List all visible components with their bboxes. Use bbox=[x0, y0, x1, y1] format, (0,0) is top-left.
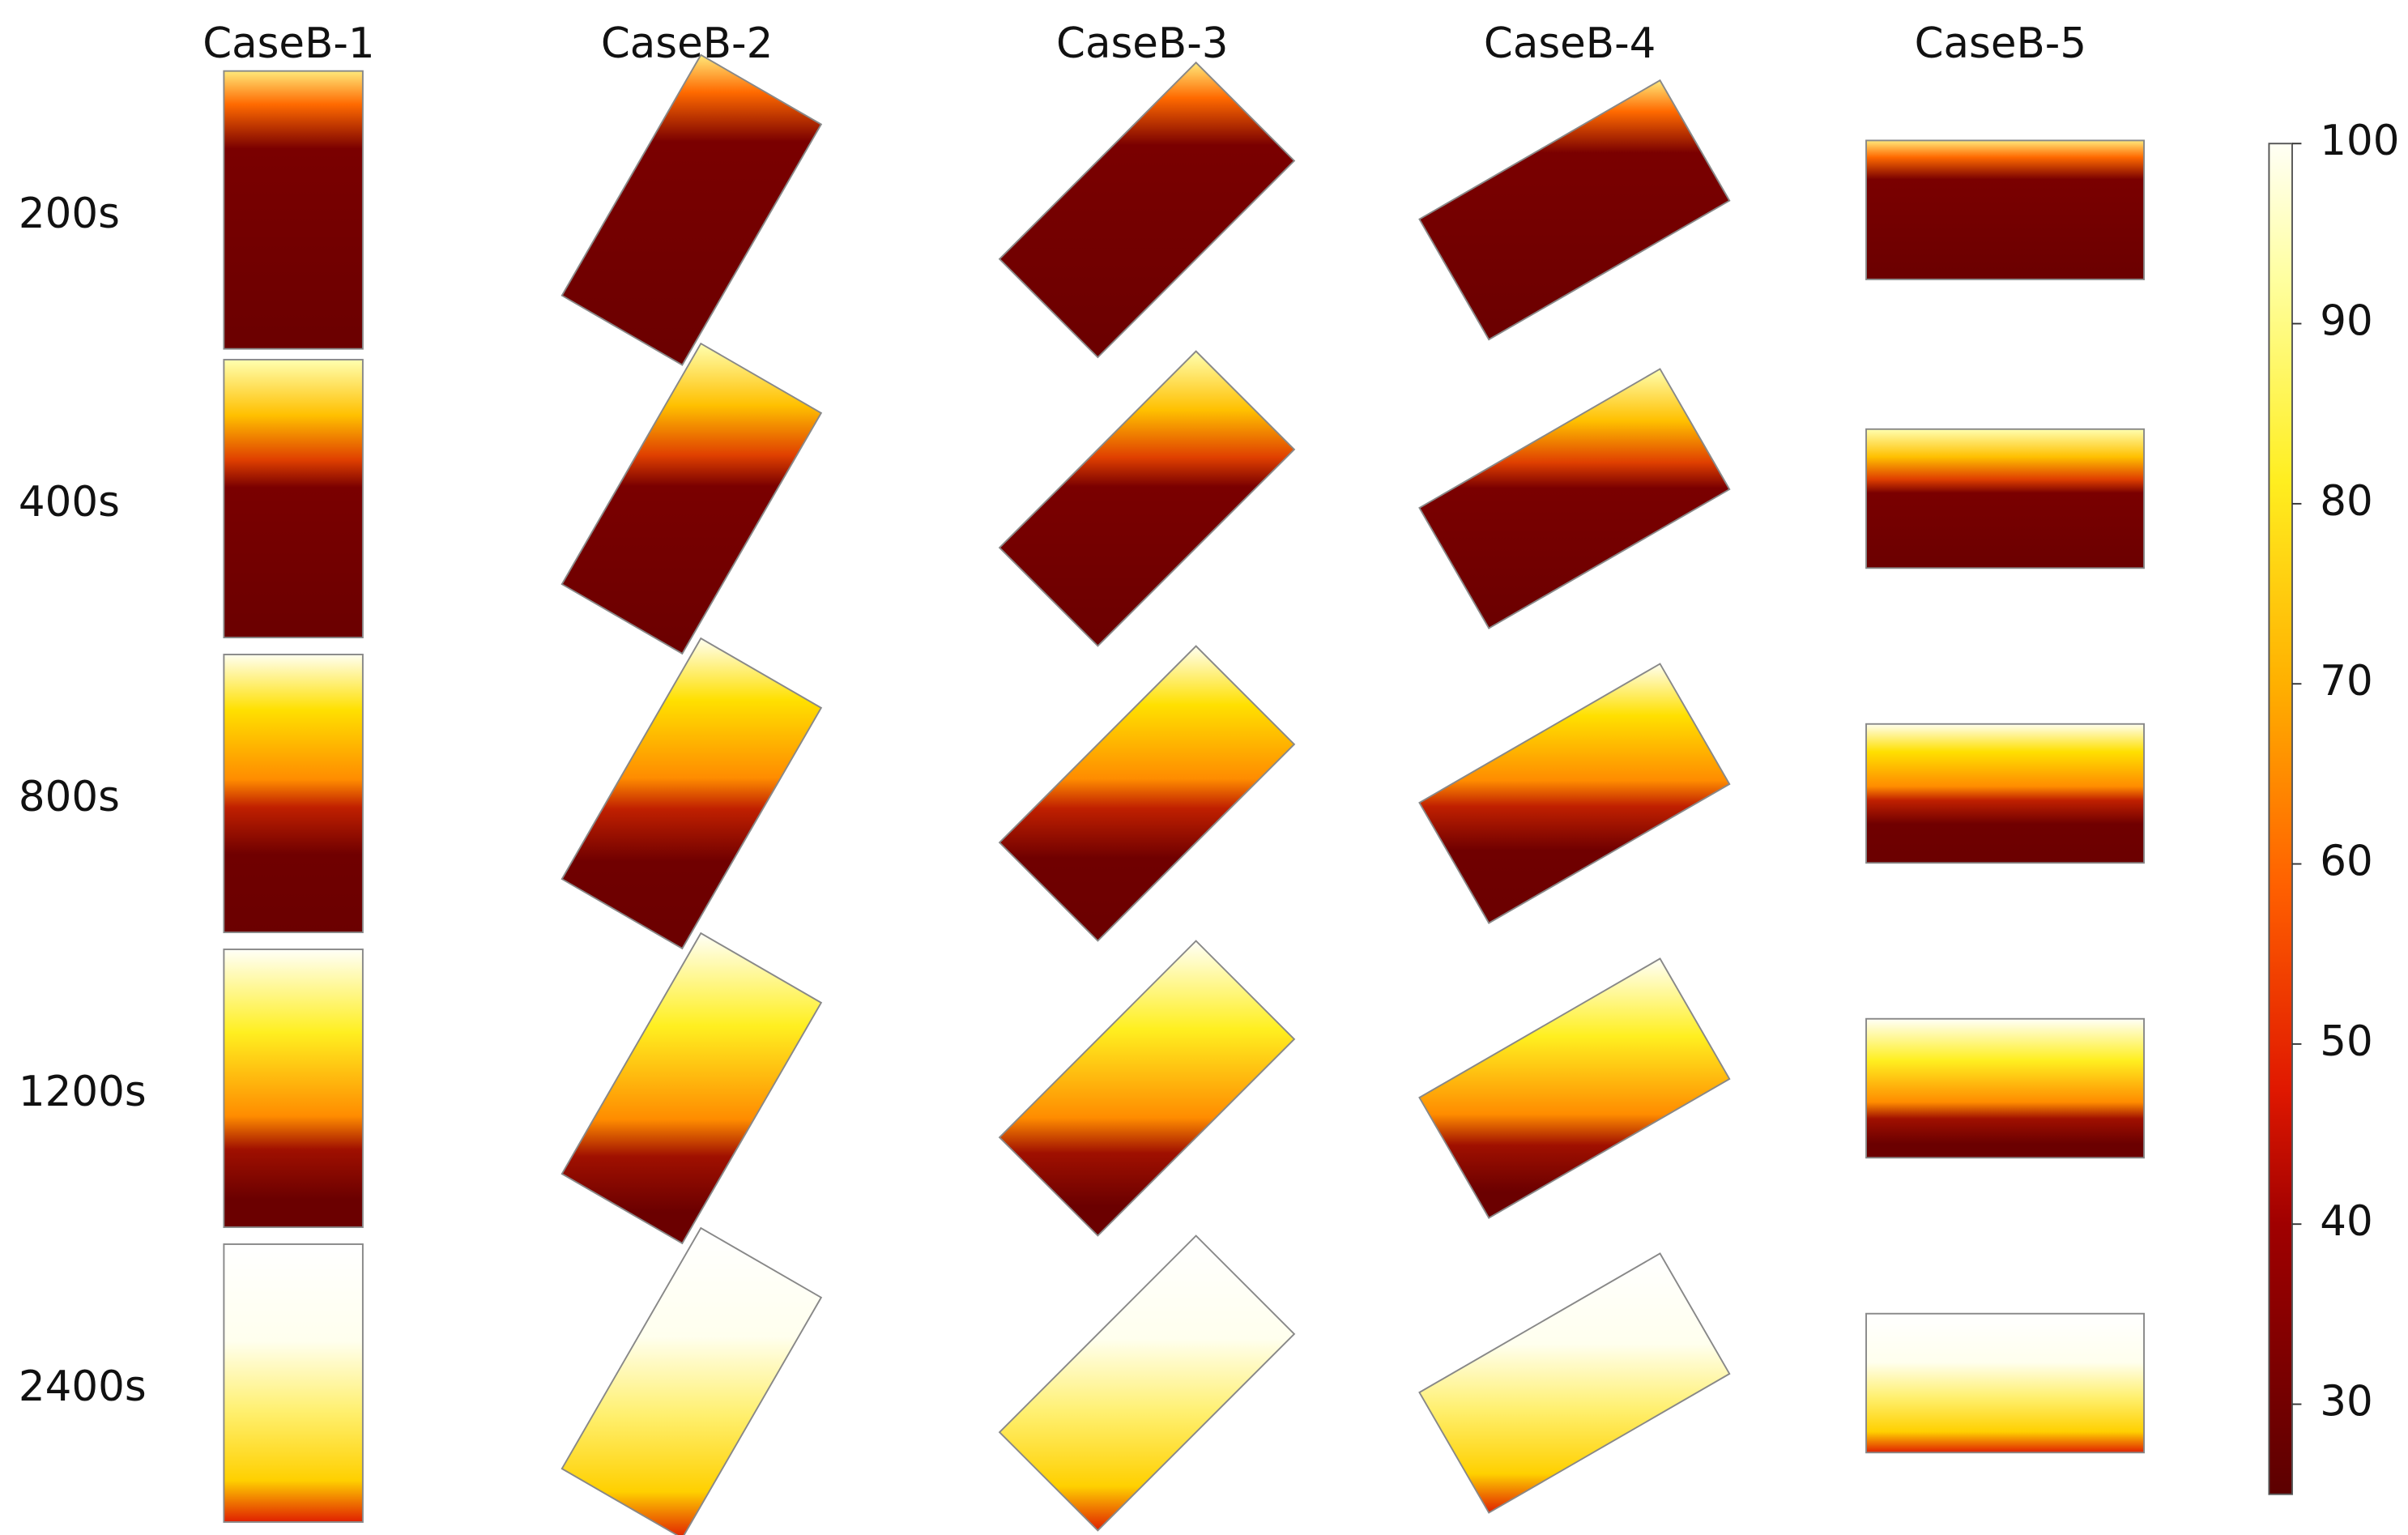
panel-border bbox=[998, 645, 1296, 942]
field-panel bbox=[224, 70, 363, 349]
field-fill bbox=[999, 646, 1294, 941]
panel-border bbox=[1865, 139, 2146, 280]
field-panel bbox=[1866, 140, 2145, 279]
column-label: CaseB-2 bbox=[601, 19, 773, 68]
colorbar-tick-label: 60 bbox=[2320, 838, 2372, 886]
column-label: CaseB-5 bbox=[1915, 19, 2086, 68]
colorbar-tick-label: 100 bbox=[2320, 117, 2399, 165]
field-fill bbox=[1866, 723, 2145, 863]
field-panel bbox=[224, 655, 363, 933]
column-label: CaseB-4 bbox=[1484, 19, 1656, 68]
field-panel bbox=[224, 949, 363, 1228]
panel-border bbox=[1418, 957, 1731, 1219]
panel-border bbox=[1865, 428, 2146, 569]
field-panel bbox=[561, 1228, 821, 1535]
panel-border bbox=[1418, 1252, 1731, 1514]
colorbar-tick-label: 30 bbox=[2320, 1378, 2372, 1426]
field-fill bbox=[1866, 140, 2145, 279]
field-panel bbox=[999, 62, 1294, 358]
panel-border bbox=[998, 61, 1296, 359]
panel-border bbox=[1418, 79, 1731, 341]
colorbar-tick-label: 40 bbox=[2320, 1197, 2372, 1246]
panel-border bbox=[1865, 723, 2146, 864]
field-fill bbox=[561, 1228, 821, 1535]
field-panel bbox=[1866, 429, 2145, 569]
field-panel bbox=[999, 1235, 1294, 1531]
field-panel bbox=[999, 940, 1294, 1236]
field-panel bbox=[1866, 723, 2145, 863]
field-panel bbox=[1866, 1018, 2145, 1158]
field-fill bbox=[224, 1243, 363, 1522]
colorbar-tick-label: 90 bbox=[2320, 297, 2372, 346]
field-fill bbox=[224, 70, 363, 349]
panel-border bbox=[1418, 368, 1731, 629]
panel-border bbox=[560, 637, 823, 950]
field-fill bbox=[1866, 1313, 2145, 1453]
field-fill bbox=[999, 940, 1294, 1236]
panel-border bbox=[560, 342, 823, 655]
row-label: 1200s bbox=[19, 1068, 147, 1116]
colorbar-tick-label: 70 bbox=[2320, 657, 2372, 706]
field-fill bbox=[224, 655, 363, 933]
colorbar-tick-label: 80 bbox=[2320, 477, 2372, 526]
panel-border bbox=[998, 940, 1296, 1237]
panel-border bbox=[1418, 663, 1731, 924]
panel-border bbox=[223, 1243, 364, 1523]
panel-border bbox=[560, 53, 823, 366]
field-fill bbox=[224, 360, 363, 638]
column-label: CaseB-3 bbox=[1056, 19, 1228, 68]
field-panel bbox=[999, 646, 1294, 941]
panel-border bbox=[1865, 1312, 2146, 1454]
colorbar-tick-label: 50 bbox=[2320, 1017, 2372, 1066]
field-fill bbox=[999, 1235, 1294, 1531]
panel-border bbox=[560, 932, 823, 1245]
field-fill bbox=[999, 62, 1294, 358]
field-panel bbox=[224, 1243, 363, 1522]
row-label: 400s bbox=[19, 478, 120, 527]
colorbar bbox=[2268, 143, 2293, 1495]
row-label: 800s bbox=[19, 773, 120, 821]
panel-border bbox=[223, 949, 364, 1228]
panel-border bbox=[998, 1234, 1296, 1532]
field-fill bbox=[1866, 1018, 2145, 1158]
panel-border bbox=[998, 350, 1296, 647]
field-panel bbox=[999, 351, 1294, 646]
row-label: 200s bbox=[19, 190, 120, 238]
row-label: 2400s bbox=[19, 1362, 147, 1411]
panel-border bbox=[1865, 1017, 2146, 1159]
field-fill bbox=[1866, 429, 2145, 569]
panel-border bbox=[560, 1226, 823, 1535]
panel-border bbox=[223, 359, 364, 638]
field-panel bbox=[224, 360, 363, 638]
column-label: CaseB-1 bbox=[202, 19, 374, 68]
field-fill bbox=[224, 949, 363, 1228]
panel-border bbox=[223, 70, 364, 350]
panel-border bbox=[223, 654, 364, 933]
field-panel bbox=[1866, 1313, 2145, 1453]
field-fill bbox=[999, 351, 1294, 646]
